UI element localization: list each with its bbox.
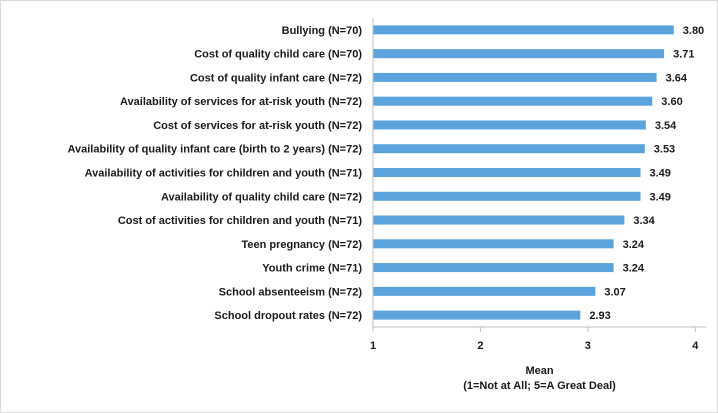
category-label: Cost of activities for children and yout… [118, 215, 363, 227]
value-label: 3.34 [633, 215, 655, 227]
category-label: Cost of quality child care (N=70) [194, 49, 362, 61]
category-label: Availability of services for at-risk you… [120, 96, 362, 108]
category-label: Availability of activities for children … [85, 168, 363, 180]
value-label: 3.80 [683, 25, 704, 37]
value-label: 3.49 [649, 168, 670, 180]
axis-layer [372, 18, 706, 328]
value-label: 3.71 [673, 49, 694, 61]
x-tick-label: 3 [585, 340, 591, 352]
category-label: Teen pregnancy (N=72) [241, 239, 362, 251]
bar [373, 96, 653, 106]
x-axis-subtitle: (1=Not at All; 5=A Great Deal) [463, 380, 616, 392]
category-label: Youth crime (N=71) [262, 263, 362, 275]
value-label: 3.60 [661, 96, 682, 108]
category-label: School absenteeism (N=72) [219, 286, 363, 298]
x-tick-label: 1 [370, 340, 376, 352]
bar [373, 168, 641, 177]
ticks-layer: 1 2 3 4 [370, 327, 699, 352]
bar [373, 191, 641, 201]
bar [373, 286, 596, 296]
bar [373, 120, 646, 130]
x-axis-title: Mean [525, 365, 553, 377]
category-label: Cost of services for at-risk youth (N=72… [153, 120, 362, 132]
value-label: 3.24 [623, 239, 645, 251]
value-label: 3.07 [604, 286, 625, 298]
bar [373, 310, 581, 320]
bar [373, 72, 657, 82]
bar [373, 144, 645, 154]
bars-layer [373, 25, 674, 320]
bar [373, 263, 614, 273]
category-label: School dropout rates (N=72) [214, 310, 362, 322]
value-label: 2.93 [589, 310, 610, 322]
bar [373, 239, 614, 249]
x-tick-label: 4 [692, 340, 699, 352]
x-tick-label: 2 [477, 340, 483, 352]
value-label: 3.24 [623, 263, 645, 275]
value-label: 3.64 [666, 72, 688, 84]
category-label: Bullying (N=70) [282, 25, 363, 37]
bar [373, 49, 665, 59]
bar [373, 25, 674, 35]
value-label: 3.49 [649, 191, 670, 203]
labels-layer: Bullying (N=70) 3.80 Cost of quality child… [67, 25, 704, 322]
category-label: Availability of quality child care (N=72… [161, 191, 362, 203]
category-label: Availability of quality infant care (bir… [67, 144, 362, 156]
value-label: 3.54 [655, 120, 677, 132]
bar [373, 215, 625, 225]
category-label: Cost of quality infant care (N=72) [190, 72, 362, 84]
value-label: 3.53 [654, 144, 675, 156]
